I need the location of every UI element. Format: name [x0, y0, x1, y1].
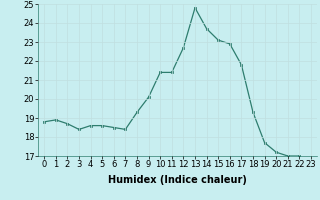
X-axis label: Humidex (Indice chaleur): Humidex (Indice chaleur) [108, 175, 247, 185]
